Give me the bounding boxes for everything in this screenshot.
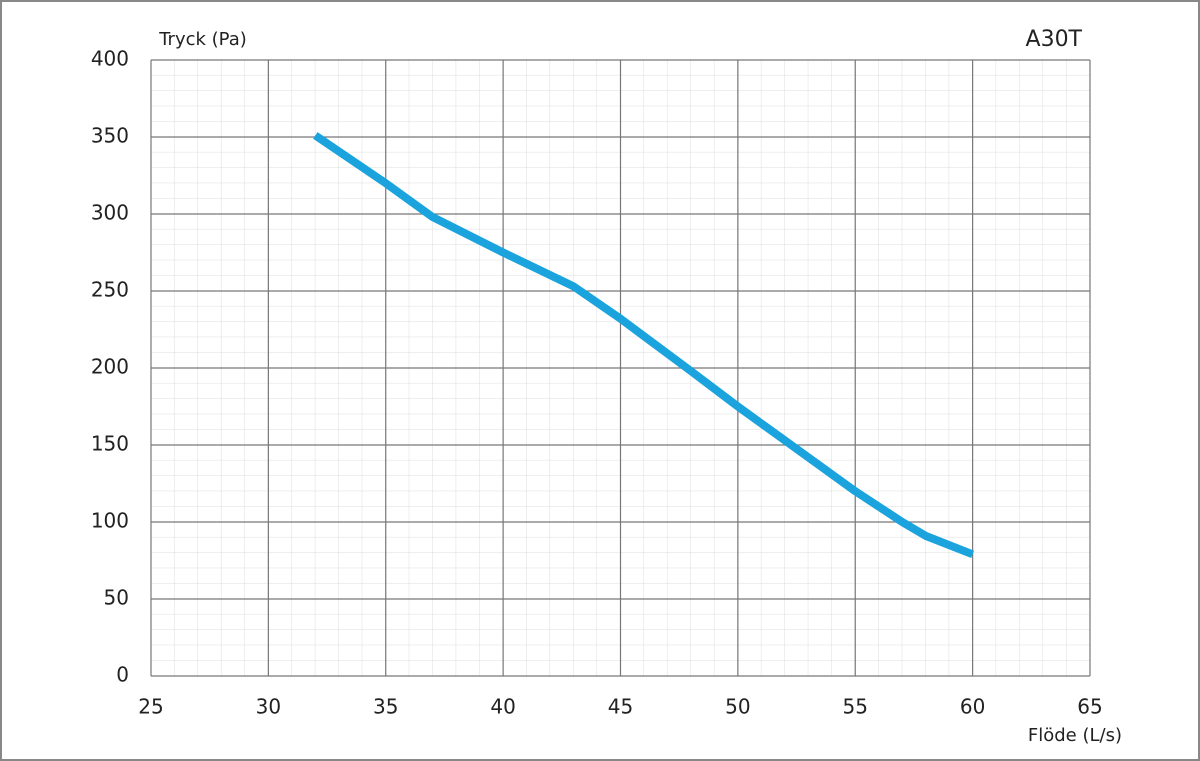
chart-title: A30T [1026, 27, 1083, 52]
y-tick-label: 300 [91, 201, 129, 225]
x-tick-label: 55 [843, 695, 868, 719]
x-tick-label: 50 [725, 695, 750, 719]
x-tick-label: 65 [1077, 695, 1102, 719]
data-line [313, 132, 975, 559]
y-tick-label: 0 [116, 663, 129, 687]
x-tick-label: 45 [608, 695, 633, 719]
y-axis-label: Tryck (Pa) [158, 29, 247, 50]
x-tick-label: 35 [373, 695, 398, 719]
x-tick-label: 30 [256, 695, 281, 719]
y-tick-label: 100 [91, 509, 129, 533]
x-tick-label: 25 [138, 695, 163, 719]
y-tick-label: 50 [104, 586, 129, 610]
x-tick-label: 40 [490, 695, 515, 719]
x-axis-label: Flöde (L/s) [1028, 725, 1122, 746]
x-tick-label: 60 [960, 695, 985, 719]
y-tick-label: 250 [91, 278, 129, 302]
y-tick-label: 150 [91, 432, 129, 456]
y-tick-label: 400 [91, 47, 129, 71]
y-tick-label: 350 [91, 124, 129, 148]
y-tick-label: 200 [91, 355, 129, 379]
